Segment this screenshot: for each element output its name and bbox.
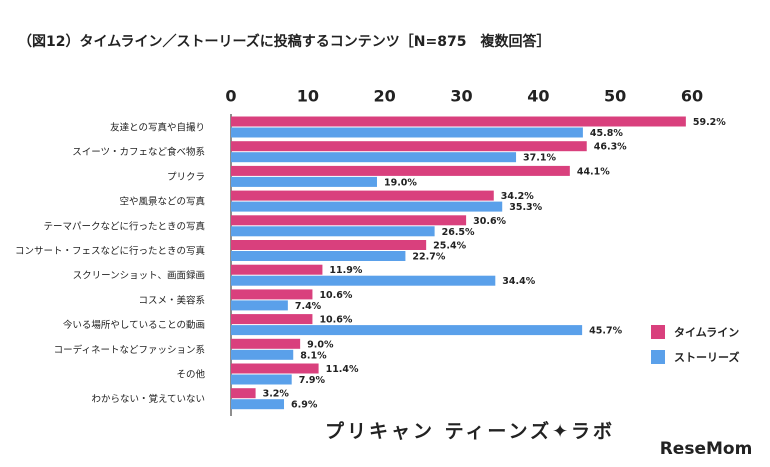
- bar: [231, 127, 583, 138]
- legend-swatch: [651, 325, 665, 339]
- x-tick-label: 60: [681, 87, 703, 106]
- bar: [231, 240, 427, 250]
- category-label: コーディネートなどファッション系: [54, 344, 205, 356]
- bar: [231, 275, 496, 286]
- x-tick-label: 30: [450, 87, 472, 106]
- brand: プリキャン ティーンズ✦ラボ: [325, 420, 615, 443]
- value-label: 30.6%: [473, 216, 506, 227]
- bar: [231, 314, 313, 325]
- category-label: わからない・覚えていない: [91, 393, 205, 405]
- value-label: 46.3%: [594, 142, 627, 153]
- value-label: 22.7%: [412, 252, 445, 263]
- category-label: 友達との写真や自撮り: [110, 122, 205, 134]
- bar: [231, 325, 583, 336]
- bar: [231, 152, 517, 163]
- bar: [231, 116, 686, 127]
- category-label: テーマパークなどに行ったときの写真: [43, 220, 205, 232]
- legend-label: タイムライン: [674, 326, 739, 339]
- x-tick-label: 40: [527, 87, 549, 106]
- value-label: 7.9%: [299, 375, 326, 386]
- category-label: スクリーンショット、画面録画: [73, 270, 205, 282]
- value-label: 6.9%: [291, 400, 318, 411]
- x-tick-label: 20: [374, 87, 396, 106]
- value-label: 45.8%: [590, 128, 623, 139]
- value-label: 11.9%: [329, 265, 362, 276]
- value-label: 37.1%: [523, 153, 556, 164]
- watermark: ReseMom: [660, 439, 753, 459]
- value-label: 34.2%: [501, 191, 534, 202]
- bar: [231, 349, 294, 360]
- value-label: 10.6%: [319, 290, 352, 301]
- value-label: 9.0%: [307, 339, 334, 350]
- bar: [231, 363, 319, 374]
- category-label: スイーツ・カフェなど食べ物系: [72, 146, 205, 158]
- bar: [231, 300, 288, 311]
- bar: [231, 289, 313, 300]
- bar: [231, 201, 503, 212]
- bar: [231, 338, 301, 349]
- category-label: 空や風景などの写真: [119, 196, 205, 208]
- category-label: 今いる場所やしていることの動画: [63, 319, 205, 331]
- value-label: 25.4%: [433, 241, 466, 252]
- bar: [231, 176, 377, 187]
- category-label: その他: [176, 369, 205, 381]
- bar: [231, 141, 587, 152]
- value-label: 59.2%: [693, 117, 726, 128]
- value-label: 35.3%: [509, 202, 542, 213]
- value-label: 45.7%: [589, 326, 622, 337]
- category-label: コスメ・美容系: [138, 294, 205, 306]
- x-tick-label: 50: [604, 87, 626, 106]
- value-label: 10.6%: [319, 315, 352, 326]
- legend-label: ストーリーズ: [674, 350, 739, 364]
- value-label: 34.4%: [502, 276, 535, 287]
- value-label: 19.0%: [384, 177, 417, 188]
- bar: [231, 215, 467, 226]
- bar: [231, 399, 285, 410]
- value-label: 3.2%: [263, 389, 290, 400]
- bar: [231, 190, 494, 201]
- bar: [231, 388, 256, 399]
- legend-swatch: [651, 350, 665, 364]
- chart-title: （図12）タイムライン／ストーリーズに投稿するコンテンツ［N=875 複数回答］: [18, 33, 550, 50]
- value-label: 44.1%: [577, 166, 610, 177]
- bar: [231, 374, 292, 385]
- value-label: 11.4%: [326, 364, 359, 375]
- value-label: 26.5%: [442, 227, 475, 238]
- value-label: 8.1%: [300, 350, 327, 361]
- bar: [231, 251, 406, 261]
- category-label: プリクラ: [167, 172, 205, 183]
- category-label: コンサート・フェスなどに行ったときの写真: [15, 245, 205, 257]
- bar: [231, 226, 435, 237]
- x-tick-label: 10: [297, 87, 319, 106]
- bar: [231, 165, 570, 176]
- bar: [231, 264, 323, 275]
- x-tick-label: 0: [225, 87, 236, 106]
- value-label: 7.4%: [295, 301, 322, 312]
